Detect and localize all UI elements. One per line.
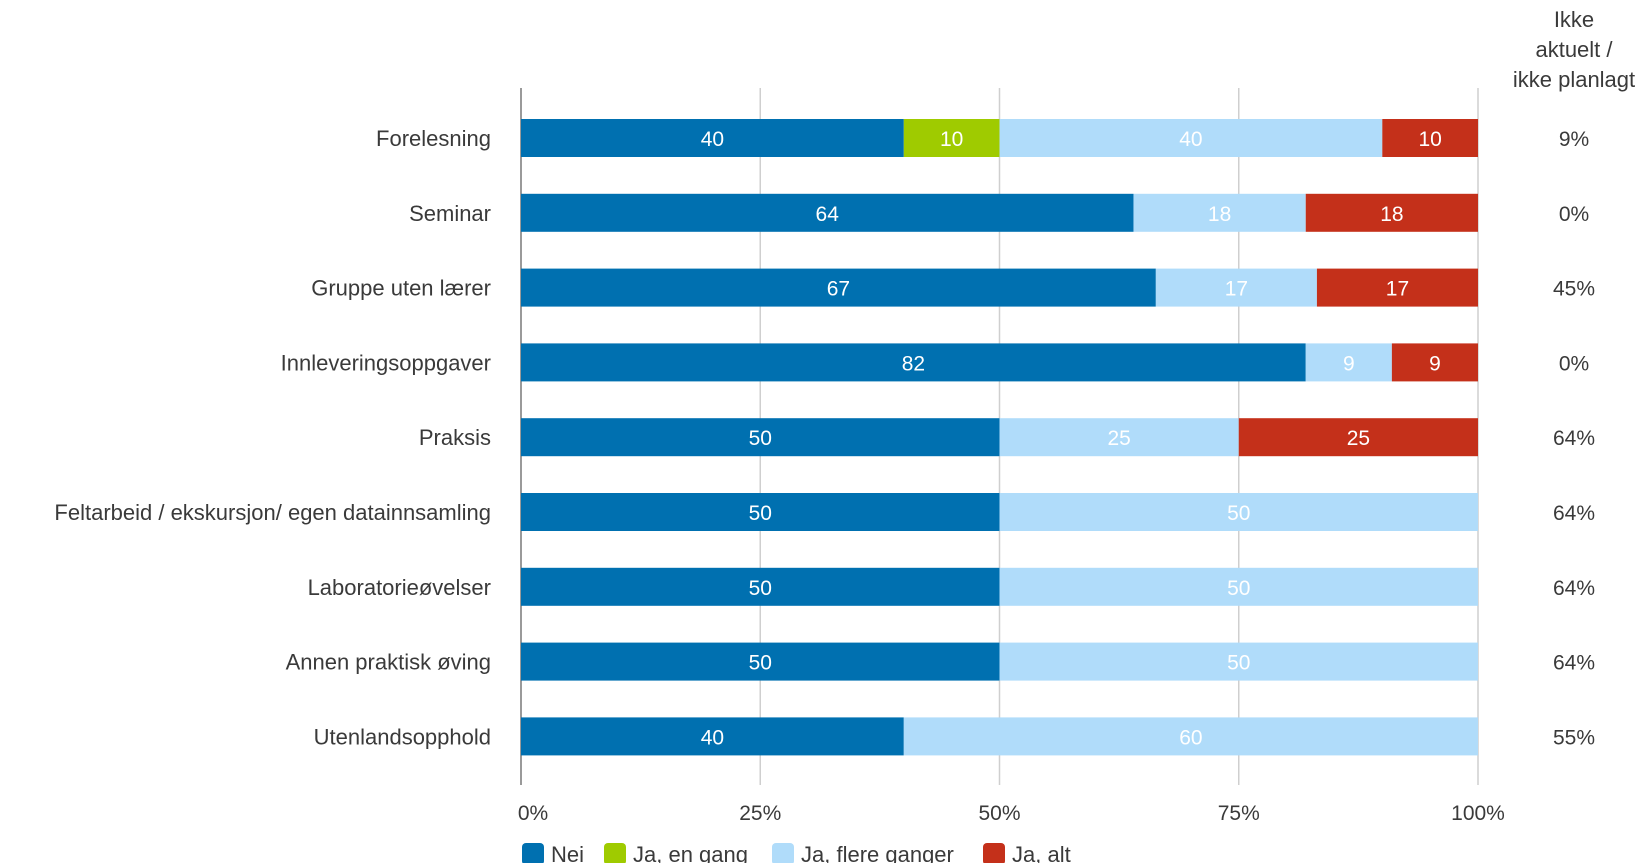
bar-segment xyxy=(521,119,904,157)
bar-segment xyxy=(1305,193,1478,232)
data-label: 60 xyxy=(1179,726,1202,749)
legend-label: Ja, alt xyxy=(1012,842,1071,863)
bar-segment xyxy=(521,193,1134,232)
data-label: 50 xyxy=(749,577,772,600)
x-tick-label-4: 100% xyxy=(1451,802,1505,825)
category-label: Laboratorieøvelser xyxy=(308,575,491,600)
bar-segment xyxy=(521,343,1306,382)
x-tick-label-3: 75% xyxy=(1218,802,1260,825)
not-applicable-value: 0% xyxy=(1559,203,1589,226)
data-label: 40 xyxy=(701,726,724,749)
category-label: Feltarbeid / ekskursjon/ egen datainnsam… xyxy=(54,500,491,525)
side-column: 9% 0% 45% 0% 64% 64% 64% 64% 55% Ikke aktuelt / ikk… xyxy=(1513,7,1635,749)
not-applicable-value: 64% xyxy=(1553,652,1595,675)
bar-segment xyxy=(1316,268,1478,307)
x-axis: 0% 25% 50% 75% 100% xyxy=(518,802,1505,825)
not-applicable-value: 45% xyxy=(1553,278,1595,301)
data-label: 82 xyxy=(902,352,925,375)
not-applicable-value: 64% xyxy=(1553,427,1595,450)
data-label: 9 xyxy=(1429,352,1441,375)
bar-segment xyxy=(1238,418,1478,457)
data-label: 50 xyxy=(1227,577,1250,600)
bar-segment xyxy=(999,119,1383,157)
legend-swatch xyxy=(604,843,626,863)
bar-segment xyxy=(1305,343,1392,382)
legend-swatch xyxy=(983,843,1005,863)
data-label: 25 xyxy=(1107,427,1130,450)
data-label: 9 xyxy=(1343,352,1355,375)
side-column-header-line: aktuelt / xyxy=(1535,37,1613,62)
bar-segment xyxy=(1133,193,1306,232)
bar-segment xyxy=(521,268,1156,307)
legend-label: Nei xyxy=(551,842,584,863)
bar-segment xyxy=(903,119,1000,157)
legend: Nei Ja, en gang Ja, flere ganger Ja, alt xyxy=(522,842,1071,863)
data-label: 50 xyxy=(1227,502,1250,525)
data-label: 18 xyxy=(1208,203,1231,226)
not-applicable-value: 0% xyxy=(1559,352,1589,375)
bar-segment xyxy=(999,567,1478,606)
data-label: 10 xyxy=(1418,128,1441,151)
data-label: 17 xyxy=(1225,278,1248,301)
bar-segment xyxy=(999,493,1478,531)
data-label: 64 xyxy=(816,203,840,226)
category-label: Praksis xyxy=(419,425,491,450)
bar-segment xyxy=(1382,119,1478,157)
legend-label: Ja, en gang xyxy=(633,842,748,863)
bars: 40 10 40 10 64 18 18 67 17 17 82 9 9 50 25 25 50 50 50 50 50… xyxy=(521,119,1478,756)
x-tick-label-0: 0% xyxy=(518,802,548,825)
category-label: Annen praktisk øving xyxy=(286,650,491,675)
data-label: 50 xyxy=(749,427,772,450)
category-label: Gruppe uten lærer xyxy=(311,276,491,301)
bar-segment xyxy=(521,493,1000,531)
bar-segment xyxy=(521,418,1000,457)
bar-segment xyxy=(999,642,1478,681)
data-label: 40 xyxy=(1179,128,1202,151)
category-labels: Forelesning Seminar Gruppe uten lærer Innle… xyxy=(54,126,491,749)
bar-segment xyxy=(521,567,1000,606)
bar-segment xyxy=(1391,343,1478,382)
not-applicable-value: 64% xyxy=(1553,502,1595,525)
bar-segment xyxy=(1155,268,1317,307)
category-label: Seminar xyxy=(409,201,491,226)
data-label: 40 xyxy=(701,128,724,151)
legend-label: Ja, flere ganger xyxy=(801,842,954,863)
not-applicable-value: 55% xyxy=(1553,726,1595,749)
data-label: 17 xyxy=(1386,278,1409,301)
category-label: Utenlandsopphold xyxy=(314,724,491,749)
data-label: 10 xyxy=(940,128,963,151)
not-applicable-value: 64% xyxy=(1553,577,1595,600)
bar-segment xyxy=(521,717,904,756)
category-label: Forelesning xyxy=(376,126,491,151)
side-column-header-line: Ikke xyxy=(1554,7,1594,32)
x-tick-label-1: 25% xyxy=(739,802,781,825)
data-label: 50 xyxy=(1227,652,1250,675)
data-label: 67 xyxy=(827,278,850,301)
legend-swatch xyxy=(772,843,794,863)
bar-segment xyxy=(903,717,1478,756)
data-label: 18 xyxy=(1380,203,1403,226)
data-label: 50 xyxy=(749,502,772,525)
not-applicable-value: 9% xyxy=(1559,128,1589,151)
side-column-header-line: ikke planlagt xyxy=(1513,67,1635,92)
bar-segment xyxy=(521,642,1000,681)
legend-swatch xyxy=(522,843,544,863)
data-label: 50 xyxy=(749,652,772,675)
category-label: Innleveringsoppgaver xyxy=(281,350,491,375)
data-label: 25 xyxy=(1347,427,1370,450)
x-tick-label-2: 50% xyxy=(978,802,1020,825)
bar-segment xyxy=(999,418,1239,457)
